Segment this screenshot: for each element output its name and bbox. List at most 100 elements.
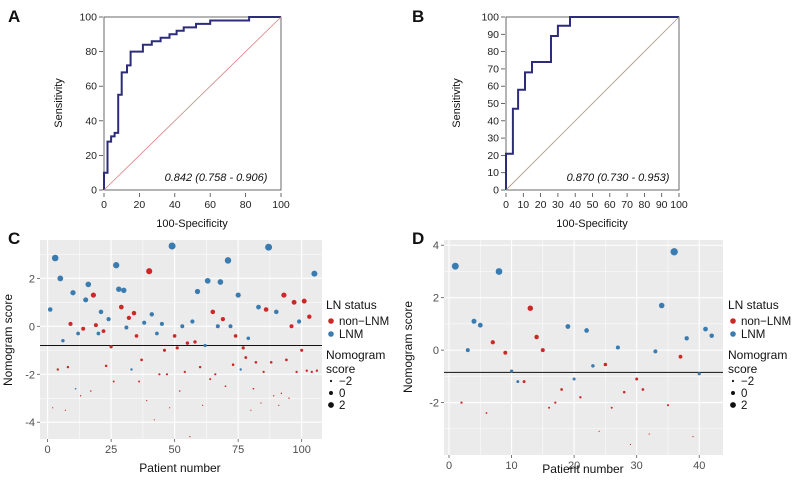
x-tick-label: 40 — [569, 199, 581, 211]
lnm-point — [168, 242, 176, 250]
x-tick-label: 80 — [639, 199, 651, 211]
lnm-point — [465, 348, 470, 353]
roc-panel-a: A 0 20 40 60 80 100 0 20 40 60 80 100 100-Specificity… — [8, 7, 290, 230]
legend-size-swatch — [731, 379, 735, 383]
non-lnm-point — [178, 390, 181, 392]
non-lnm-point — [118, 304, 124, 310]
non-lnm-point — [250, 409, 252, 411]
plot-background — [40, 240, 322, 439]
x-tick-label: 30 — [552, 199, 564, 211]
lnm-point — [584, 328, 589, 333]
non-lnm-point — [202, 404, 204, 406]
lnm-point — [215, 324, 220, 329]
y-tick-label: 20 — [85, 150, 97, 162]
legend-swatch-non-lnm — [328, 318, 334, 324]
non-lnm-point — [288, 397, 290, 399]
non-lnm-point — [224, 385, 227, 388]
non-lnm-point — [635, 377, 639, 381]
non-lnm-point — [254, 360, 258, 364]
lnm-point — [113, 262, 120, 269]
non-lnm-point — [112, 380, 115, 383]
non-lnm-point — [692, 436, 694, 438]
x-axis-title: 100-Specificity — [156, 218, 228, 230]
non-lnm-point — [169, 407, 171, 409]
non-lnm-point — [90, 292, 96, 298]
x-tick-label: 80 — [240, 199, 252, 211]
non-lnm-point — [198, 365, 202, 369]
roc-curve-line — [103, 16, 281, 190]
auc-annotation: 0.842 (0.758 - 0.906) — [165, 172, 268, 184]
lnm-point — [98, 309, 104, 315]
auc-annotation: 0.870 (0.730 - 0.953) — [567, 172, 670, 184]
non-lnm-point — [603, 362, 608, 367]
lnm-point — [451, 262, 459, 270]
non-lnm-point — [146, 400, 148, 402]
non-lnm-point — [300, 348, 304, 352]
plot-frame — [103, 16, 282, 191]
x-axis-title: Patient number — [542, 462, 623, 476]
y-tick-label: 2 — [433, 293, 439, 305]
lnm-point — [47, 307, 53, 312]
lnm-point — [246, 336, 251, 341]
lnm-point — [239, 368, 242, 371]
lnm-point — [106, 316, 111, 322]
lnm-point — [516, 380, 520, 384]
non-lnm-point — [220, 316, 226, 322]
non-lnm-point — [310, 370, 313, 374]
x-tick-label: 20 — [535, 199, 547, 211]
panel-letter: C — [8, 229, 20, 248]
lnm-point — [471, 318, 477, 324]
non-lnm-point — [285, 358, 288, 362]
lnm-point — [155, 331, 159, 336]
y-tick-label: 40 — [85, 115, 97, 127]
lnm-point — [509, 369, 514, 373]
panel-letter: D — [412, 229, 424, 248]
lnm-point — [130, 368, 133, 371]
legend-label-non-lnm: non−LNM — [339, 316, 389, 328]
lnm-point — [697, 372, 701, 376]
y-tick-label: 90 — [487, 29, 499, 41]
legend-size-title: Nomogram — [728, 348, 787, 362]
lnm-point — [116, 286, 122, 292]
legend-size-label: −2 — [339, 376, 352, 388]
non-lnm-point — [231, 363, 235, 366]
x-tick-label: 50 — [587, 199, 599, 211]
non-lnm-point — [678, 354, 683, 359]
non-lnm-point — [666, 404, 670, 407]
non-lnm-point — [214, 373, 217, 376]
lnm-point — [121, 287, 127, 293]
x-tick-label: 100 — [670, 199, 688, 211]
non-lnm-point — [598, 430, 600, 432]
lnm-point — [565, 324, 571, 329]
lnm-point — [297, 319, 302, 324]
x-tick-label: 20 — [568, 460, 580, 472]
non-lnm-point — [79, 395, 82, 397]
y-tick-label: -4 — [25, 417, 35, 429]
y-tick-label: 60 — [487, 81, 499, 93]
legend-title: LN status — [326, 298, 377, 312]
lnm-point — [591, 364, 595, 368]
non-lnm-point — [289, 324, 294, 329]
lnm-point — [190, 319, 195, 324]
legend-title: LN status — [728, 298, 779, 312]
non-lnm-point — [66, 365, 70, 369]
non-lnm-point — [260, 402, 262, 404]
x-tick-label: 0 — [446, 460, 452, 472]
lnm-point — [256, 304, 261, 310]
x-tick-label: 10 — [505, 460, 517, 472]
non-lnm-point — [278, 404, 280, 406]
non-lnm-point — [503, 350, 508, 355]
non-lnm-point — [262, 370, 265, 374]
non-lnm-point — [185, 341, 190, 345]
lnm-point — [142, 320, 147, 325]
lnm-point — [703, 326, 708, 332]
non-lnm-point — [165, 373, 169, 376]
lnm-point — [670, 248, 678, 256]
lnm-point — [74, 387, 77, 390]
non-lnm-point — [52, 407, 54, 409]
y-tick-label: 70 — [487, 63, 499, 75]
legend-size-title: Nomogram — [326, 348, 385, 362]
